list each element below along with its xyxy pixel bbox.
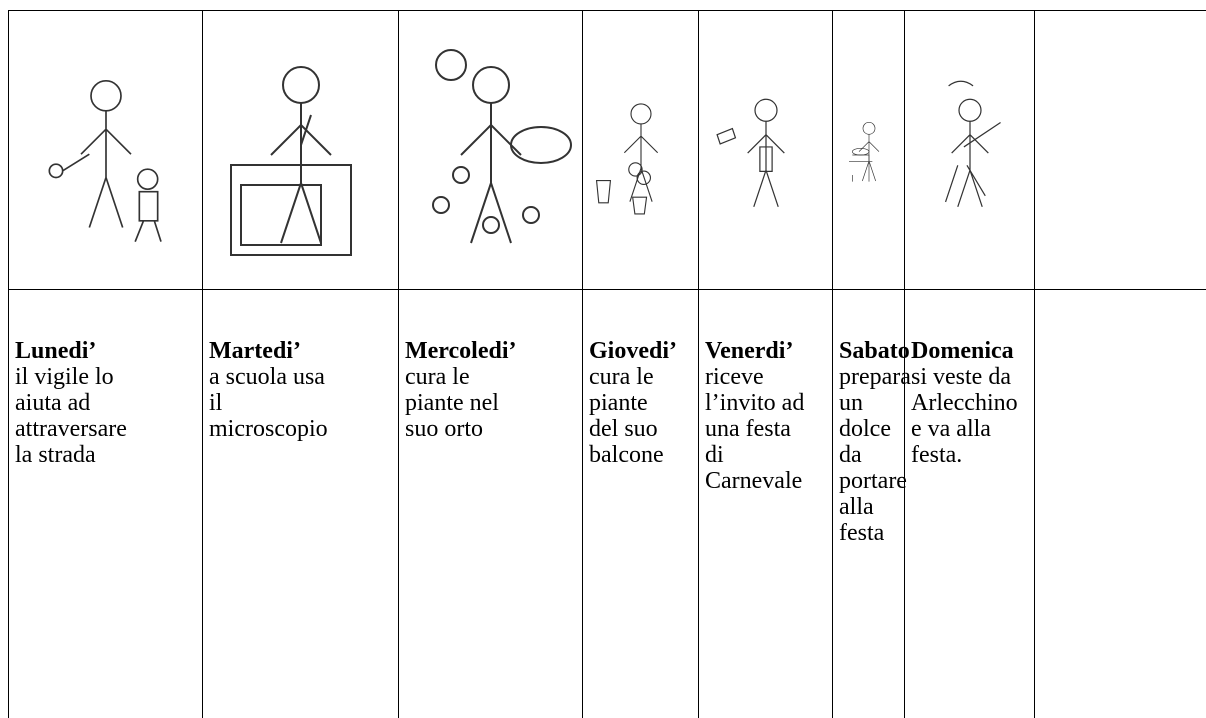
day-name: Martedi’ (209, 338, 392, 364)
description-line: il vigile lo (15, 364, 196, 390)
picture-cell (833, 11, 905, 290)
illustration (211, 25, 391, 275)
illustration (839, 25, 899, 275)
description-line: la strada (15, 442, 196, 468)
description-line: cura le (405, 364, 576, 390)
description-line: portare (839, 468, 898, 494)
description-line: prepara (839, 364, 898, 390)
description-line: aiuta ad (15, 390, 196, 416)
description-line: festa (839, 520, 898, 546)
description-line: balcone (589, 442, 692, 468)
description-line: Carnevale (705, 468, 826, 494)
description-line: alla (839, 494, 898, 520)
description-line: riceve (705, 364, 826, 390)
description-line: dolce da (839, 416, 898, 468)
description-line: microscopio (209, 416, 392, 442)
picture-cell (905, 11, 1035, 290)
description-line: suo orto (405, 416, 576, 442)
illustration (591, 25, 691, 275)
description-line: si veste da (911, 364, 1028, 390)
description-line: a scuola usa (209, 364, 392, 390)
empty-cell (1035, 11, 1206, 290)
description-line: attraversare (15, 416, 196, 442)
description-line: una festa (705, 416, 826, 442)
day-name: Venerdi’ (705, 338, 826, 364)
description-line: un (839, 390, 898, 416)
description-line: e va alla (911, 416, 1028, 442)
day-name: Sabato (839, 338, 898, 364)
description-line: Arlecchino (911, 390, 1028, 416)
description-line: cura le (589, 364, 692, 390)
day-name: Giovedi’ (589, 338, 692, 364)
picture-cell (699, 11, 833, 290)
picture-cell (203, 11, 399, 290)
description-line: di (705, 442, 826, 468)
description-line: piante (589, 390, 692, 416)
description-line: festa. (911, 442, 1028, 468)
description-line: l’invito ad (705, 390, 826, 416)
description-line: del suo (589, 416, 692, 442)
picture-row (9, 11, 1206, 290)
day-name: Mercoledi’ (405, 338, 576, 364)
description-line: il (209, 390, 392, 416)
picture-cell (583, 11, 699, 290)
illustration (31, 25, 181, 275)
picture-cell (9, 11, 203, 290)
illustration (711, 25, 821, 275)
day-name: Domenica (911, 338, 1028, 364)
day-name: Lunedi’ (15, 338, 196, 364)
illustration (401, 25, 581, 275)
description-line: piante nel (405, 390, 576, 416)
illustration (915, 25, 1025, 275)
picture-cell (399, 11, 583, 290)
